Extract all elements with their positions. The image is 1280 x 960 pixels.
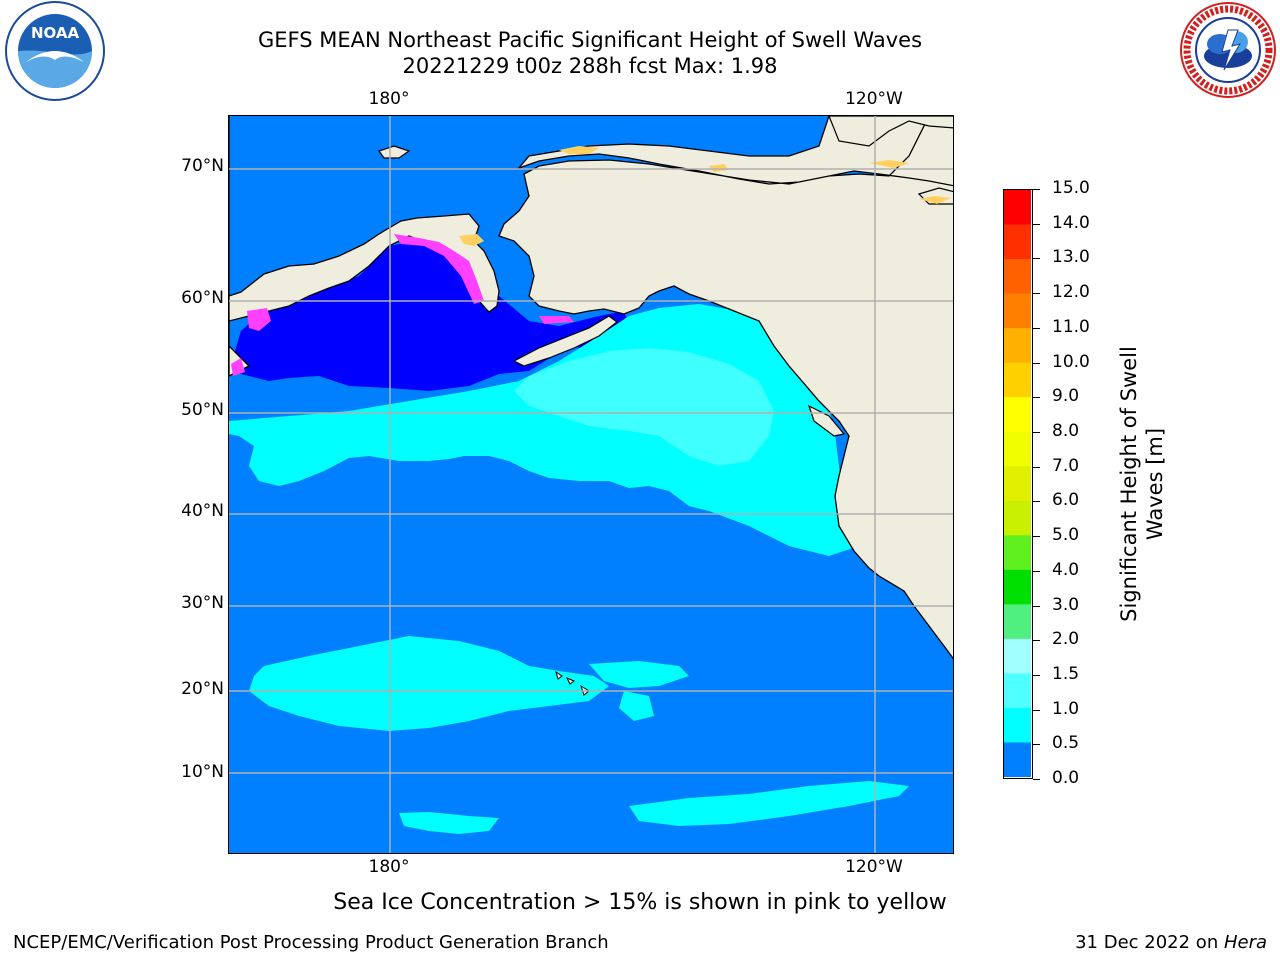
- colorbar-tick: [1033, 744, 1040, 746]
- lat-label-20: 20°N: [181, 679, 224, 699]
- colorbar-tick: [1033, 293, 1040, 295]
- footer-date-text: 31 Dec 2022 on: [1075, 932, 1224, 953]
- colorbar-tick: [1033, 570, 1040, 572]
- nws-logo: [1178, 0, 1278, 100]
- colorbar-tick: [1033, 709, 1040, 711]
- lon-label-bottom-120w: 120°W: [845, 857, 903, 877]
- sea-ice-pink: [394, 234, 484, 304]
- colorbar-swatch: [1004, 328, 1031, 364]
- swell-band-subtropical: [249, 636, 609, 731]
- colorbar-swatch: [1004, 190, 1031, 226]
- colorbar-swatch: [1004, 431, 1031, 467]
- colorbar-label: 2.0: [1052, 629, 1080, 650]
- lat-label-60: 60°N: [181, 288, 224, 308]
- colorbar-label: 4.0: [1052, 559, 1080, 580]
- colorbar-tick: [1033, 258, 1040, 260]
- colorbar-tick: [1033, 779, 1040, 780]
- sea-ice-yellow: [459, 234, 484, 246]
- lat-label-10: 10°N: [181, 762, 224, 782]
- colorbar-tick: [1033, 501, 1040, 503]
- colorbar-label: 9.0: [1052, 386, 1080, 407]
- footer-date: 31 Dec 2022 on Hera: [1075, 932, 1267, 953]
- colorbar-swatch: [1004, 362, 1031, 398]
- lat-label-50: 50°N: [181, 400, 224, 420]
- colorbar-label: 6.0: [1052, 490, 1080, 511]
- colorbar-label: 13.0: [1052, 247, 1090, 268]
- lat-label-70: 70°N: [181, 156, 224, 176]
- north-america-landmass: [498, 116, 953, 660]
- colorbar-swatch: [1004, 466, 1031, 502]
- colorbar-swatch: [1004, 293, 1031, 329]
- colorbar-label: 12.0: [1052, 282, 1090, 303]
- colorbar-tick: [1033, 189, 1040, 190]
- colorbar-label: 15.0: [1052, 178, 1090, 198]
- noaa-logo-text: NOAA: [31, 24, 80, 42]
- colorbar-label: 0.5: [1052, 733, 1080, 754]
- lon-label-top-120w: 120°W: [845, 89, 903, 109]
- colorbar-swatch: [1004, 500, 1031, 536]
- colorbar-label: 0.0: [1052, 768, 1080, 788]
- colorbar-tick: [1033, 223, 1040, 225]
- colorbar-label: 10.0: [1052, 351, 1090, 372]
- footer-branch: NCEP/EMC/Verification Post Processing Pr…: [13, 932, 609, 953]
- colorbar-label: 3.0: [1052, 594, 1080, 615]
- colorbar-label: 7.0: [1052, 455, 1080, 476]
- colorbar-swatch: [1004, 673, 1031, 709]
- colorbar-swatch: [1004, 604, 1031, 640]
- chart-title: GEFS MEAN Northeast Pacific Significant …: [257, 28, 923, 52]
- colorbar-tick: [1033, 327, 1040, 329]
- swell-height-map: [228, 115, 954, 854]
- colorbar-label: 8.0: [1052, 420, 1080, 441]
- lon-label-top-180: 180°: [368, 89, 410, 109]
- swell-patch-higher: [514, 348, 774, 466]
- colorbar-tick: [1033, 362, 1040, 364]
- colorbar-label: 1.0: [1052, 698, 1080, 719]
- colorbar-swatch: [1004, 397, 1031, 433]
- colorbar: [1003, 189, 1033, 779]
- colorbar-tick: [1033, 640, 1040, 642]
- colorbar-swatch: [1004, 535, 1031, 571]
- colorbar-label: 5.0: [1052, 525, 1080, 546]
- colorbar-title: Significant Height of Swell Waves [m]: [1117, 346, 1167, 622]
- colorbar-label: 11.0: [1052, 316, 1090, 337]
- alaska-peninsula: [512, 315, 618, 367]
- colorbar-tick: [1033, 397, 1040, 399]
- colorbar-tick: [1033, 674, 1040, 676]
- lat-label-40: 40°N: [181, 501, 224, 521]
- lat-label-30: 30°N: [181, 593, 224, 613]
- colorbar-swatch: [1004, 707, 1031, 743]
- colorbar-label: 14.0: [1052, 212, 1090, 233]
- noaa-logo: NOAA: [4, 0, 106, 102]
- colorbar-swatch: [1004, 224, 1031, 260]
- lon-label-bottom-180: 180°: [368, 857, 410, 877]
- chart-subtitle: 20221229 t00z 288h fcst Max: 1.98: [402, 54, 778, 78]
- colorbar-tick: [1033, 466, 1040, 468]
- colorbar-tick: [1033, 605, 1040, 607]
- colorbar-swatch: [1004, 638, 1031, 674]
- colorbar-tick: [1033, 536, 1040, 538]
- colorbar-swatch: [1004, 569, 1031, 605]
- colorbar-swatch: [1004, 259, 1031, 295]
- colorbar-tick: [1033, 431, 1040, 433]
- sea-ice-caption: Sea Ice Concentration > 15% is shown in …: [333, 890, 947, 915]
- swell-band-equatorial: [629, 781, 909, 826]
- colorbar-swatch: [1004, 742, 1031, 777]
- graticule: [229, 116, 953, 853]
- footer-host: Hera: [1223, 932, 1267, 953]
- colorbar-label: 1.5: [1052, 663, 1080, 684]
